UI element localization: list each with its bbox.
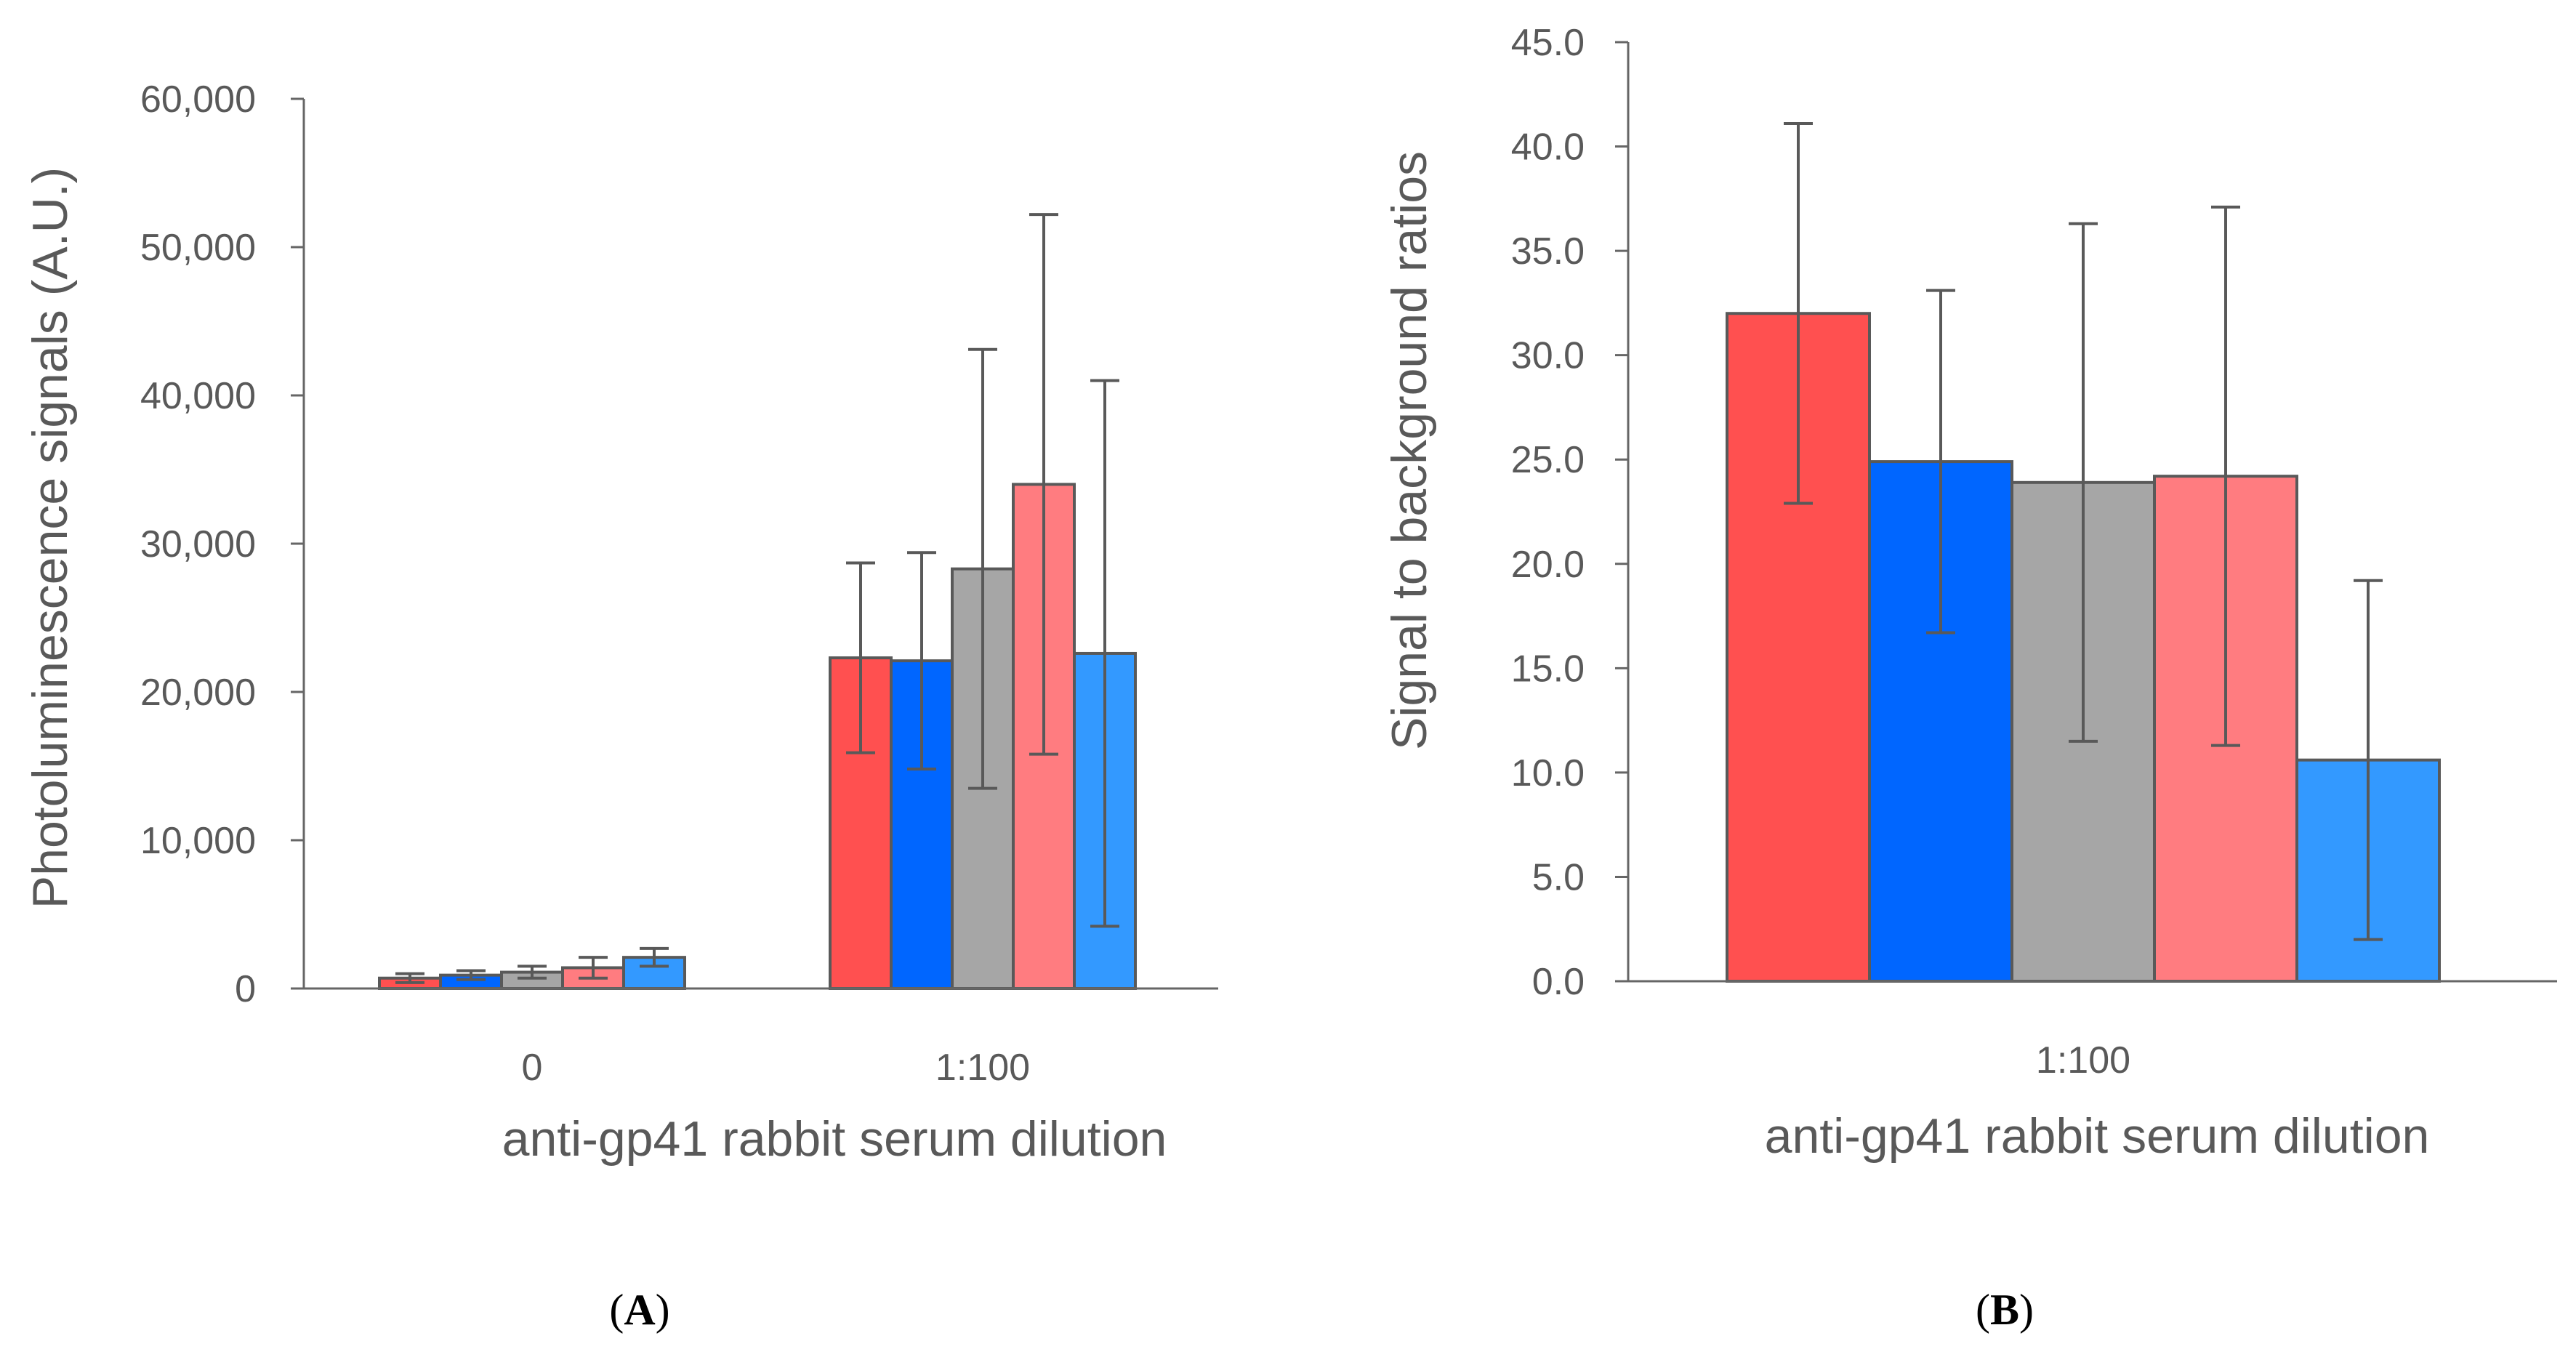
y-tick-label: 40,000 [140,375,256,417]
chart-b-y-axis-title: Signal to background ratios [1382,151,1437,750]
y-tick-label: 50,000 [140,227,256,269]
chart-b-categories: 1:100 [2036,1039,2130,1082]
y-tick-label: 30.0 [1511,335,1585,377]
chart-a-error-bars [395,213,1119,984]
y-tick-label: 20,000 [140,672,256,714]
y-tick-label: 25.0 [1511,439,1585,481]
chart-b-y-ticks: 0.0 5.0 10.0 15.0 20.0 25.0 30.0 35.0 40.0 45.0 [1511,22,1628,1003]
y-tick-label: 45.0 [1511,22,1585,64]
chart-a-y-axis-title: Photoluminescence signals (A.U.) [23,167,78,909]
y-tick-label: 60,000 [140,78,256,121]
chart-a-y-ticks: 0 10,000 20,000 30,000 40,000 50,000 60,000 [140,78,304,1010]
x-category-label: 0 [522,1047,543,1089]
chart-b-x-axis-title: anti-gp41 rabbit serum dilution [1765,1108,2430,1164]
y-tick-label: 30,000 [140,523,256,565]
y-tick-label: 0.0 [1532,961,1585,1003]
panel-label-a: (A) [609,1286,669,1334]
chart-a-x-axis-title: anti-gp41 rabbit serum dilution [502,1111,1167,1167]
chart-b-error-bars [1784,121,2383,941]
chart-panel-b: 0.0 5.0 10.0 15.0 20.0 25.0 30.0 35.0 40.0 45.0 1… [1382,22,2557,1334]
y-tick-label: 0 [235,968,256,1010]
x-category-label: 1:100 [935,1047,1030,1089]
y-tick-label: 20.0 [1511,544,1585,586]
panel-label-b: (B) [1976,1286,2034,1334]
chart-a-categories: 0 1:100 [522,1047,1031,1089]
y-tick-label: 15.0 [1511,648,1585,690]
y-tick-label: 10.0 [1511,752,1585,794]
x-category-label: 1:100 [2036,1039,2130,1082]
y-tick-label: 10,000 [140,820,256,862]
chart-a-bars [378,483,1137,991]
y-tick-label: 35.0 [1511,230,1585,273]
y-tick-label: 40.0 [1511,126,1585,169]
chart-panel-a: 0 10,000 20,000 30,000 40,000 50,000 60,000 0 1… [23,78,1218,1334]
y-tick-label: 5.0 [1532,856,1585,898]
